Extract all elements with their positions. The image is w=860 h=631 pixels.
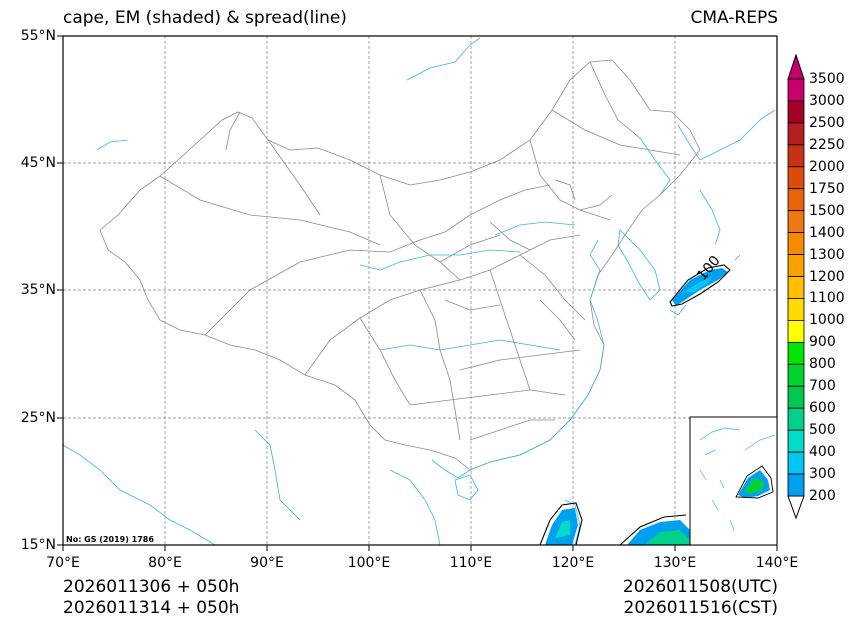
colorbar-label: 900 <box>809 334 836 351</box>
spread-contours <box>539 264 731 545</box>
lon-label-110: 110°E <box>449 555 493 571</box>
colorbar-segment <box>787 144 805 168</box>
colorbar-label: 1750 <box>809 180 845 197</box>
colorbar-segment <box>787 451 805 475</box>
colorbar-segment <box>787 385 805 409</box>
lon-label-120: 120°E <box>551 555 595 571</box>
valid-time-utc: 2026011508(UTC) <box>622 577 778 597</box>
colorbar-label: 400 <box>809 444 836 461</box>
colorbar-segment <box>787 363 805 387</box>
lat-label-35: 35°N <box>20 282 56 298</box>
model-name: CMA-REPS <box>690 8 778 28</box>
south-china-sea-inset <box>689 416 778 546</box>
lon-label-90: 90°E <box>250 555 284 571</box>
colorbar-label: 2250 <box>809 136 845 153</box>
colorbar-segment <box>787 276 805 299</box>
colorbar-label: 1500 <box>809 202 845 219</box>
lat-label-15: 15°N <box>20 537 56 553</box>
init-time-cst: 2026011314 + 050h <box>63 598 240 618</box>
colorbar-segment <box>787 188 805 212</box>
colorbar-segment <box>787 100 805 124</box>
colorbar-segment <box>787 473 805 497</box>
colorbar-label: 2000 <box>809 158 845 175</box>
map-title: cape, EM (shaded) & spread(line) <box>63 8 347 28</box>
colorbar-segment <box>787 122 805 146</box>
colorbar-segment <box>787 254 805 277</box>
init-time-utc: 2026011306 + 050h <box>63 577 240 597</box>
colorbar-segment <box>787 320 805 343</box>
colorbar-segment <box>787 298 805 321</box>
colorbar-segment <box>787 166 805 190</box>
lon-label-130: 130°E <box>653 555 697 571</box>
colorbar-label: 800 <box>809 356 836 373</box>
colorbar-segment <box>787 407 805 431</box>
colorbar <box>787 53 805 520</box>
lon-label-70: 70°E <box>46 555 80 571</box>
colorbar-segment <box>787 232 805 255</box>
colorbar-label: 300 <box>809 466 836 483</box>
lon-label-80: 80°E <box>148 555 182 571</box>
colorbar-label: 1300 <box>809 246 845 263</box>
colorbar-label: 1400 <box>809 224 845 241</box>
map-approval-number: No: GS (2019) 1786 <box>66 535 154 544</box>
lat-label-25: 25°N <box>20 410 56 426</box>
valid-time-cst: 2026011516(CST) <box>623 598 778 618</box>
colorbar-label: 2500 <box>809 114 845 131</box>
cape-shading <box>545 268 728 545</box>
province-borders <box>99 59 701 471</box>
colorbar-label: 200 <box>809 488 836 504</box>
colorbar-label: 1000 <box>809 312 845 329</box>
colorbar-label: 1100 <box>809 290 845 307</box>
colorbar-segment <box>787 341 805 365</box>
lon-label-140: 140°E <box>755 555 799 571</box>
lon-label-100: 100°E <box>347 555 391 571</box>
colorbar-label: 600 <box>809 400 836 417</box>
colorbar-label: 1200 <box>809 268 845 285</box>
colorbar-label: 700 <box>809 378 836 395</box>
colorbar-segment <box>787 210 805 234</box>
lat-label-45: 45°N <box>20 155 56 171</box>
colorbar-label: 3000 <box>809 92 845 109</box>
colorbar-segment <box>787 429 805 453</box>
lat-label-55: 55°N <box>20 28 56 44</box>
colorbar-label: 500 <box>809 422 836 439</box>
coastlines-rivers <box>63 37 776 545</box>
colorbar-label: 3500 <box>809 71 845 87</box>
axis-ticks <box>57 35 778 551</box>
colorbar-segment <box>787 78 805 102</box>
